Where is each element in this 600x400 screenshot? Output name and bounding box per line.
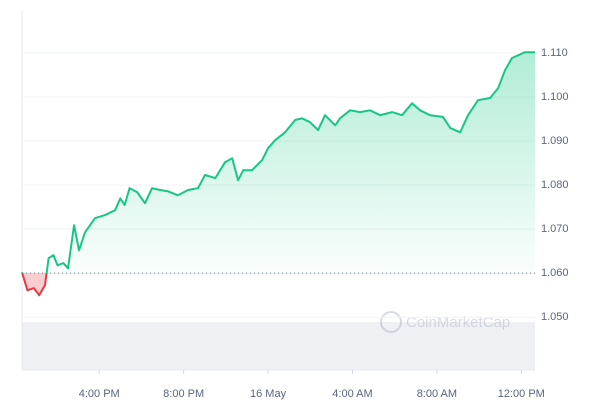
y-tick-label: 1.060 [541, 267, 569, 279]
x-tick-label: 8:00 AM [417, 388, 457, 400]
x-tick-label: 16 May [250, 388, 287, 400]
x-tick-label: 4:00 AM [332, 388, 372, 400]
watermark: CoinMarketCap [380, 311, 510, 333]
y-tick-label: 1.110 [541, 47, 568, 59]
watermark-logo [380, 311, 402, 333]
y-tick-label: 1.090 [541, 135, 569, 147]
area [22, 52, 535, 296]
volume-band [22, 322, 535, 370]
y-tick-label: 1.050 [541, 311, 569, 323]
watermark-text: CoinMarketCap [406, 314, 510, 331]
price-line [21, 51, 535, 297]
y-tick-label: 1.100 [541, 91, 569, 103]
y-tick-label: 1.070 [541, 223, 569, 235]
y-tick-label: 1.080 [541, 179, 569, 191]
x-tick-label: 12:00 PM [498, 388, 545, 400]
x-tick-label: 4:00 PM [79, 388, 120, 400]
x-tick-label: 8:00 PM [163, 388, 204, 400]
